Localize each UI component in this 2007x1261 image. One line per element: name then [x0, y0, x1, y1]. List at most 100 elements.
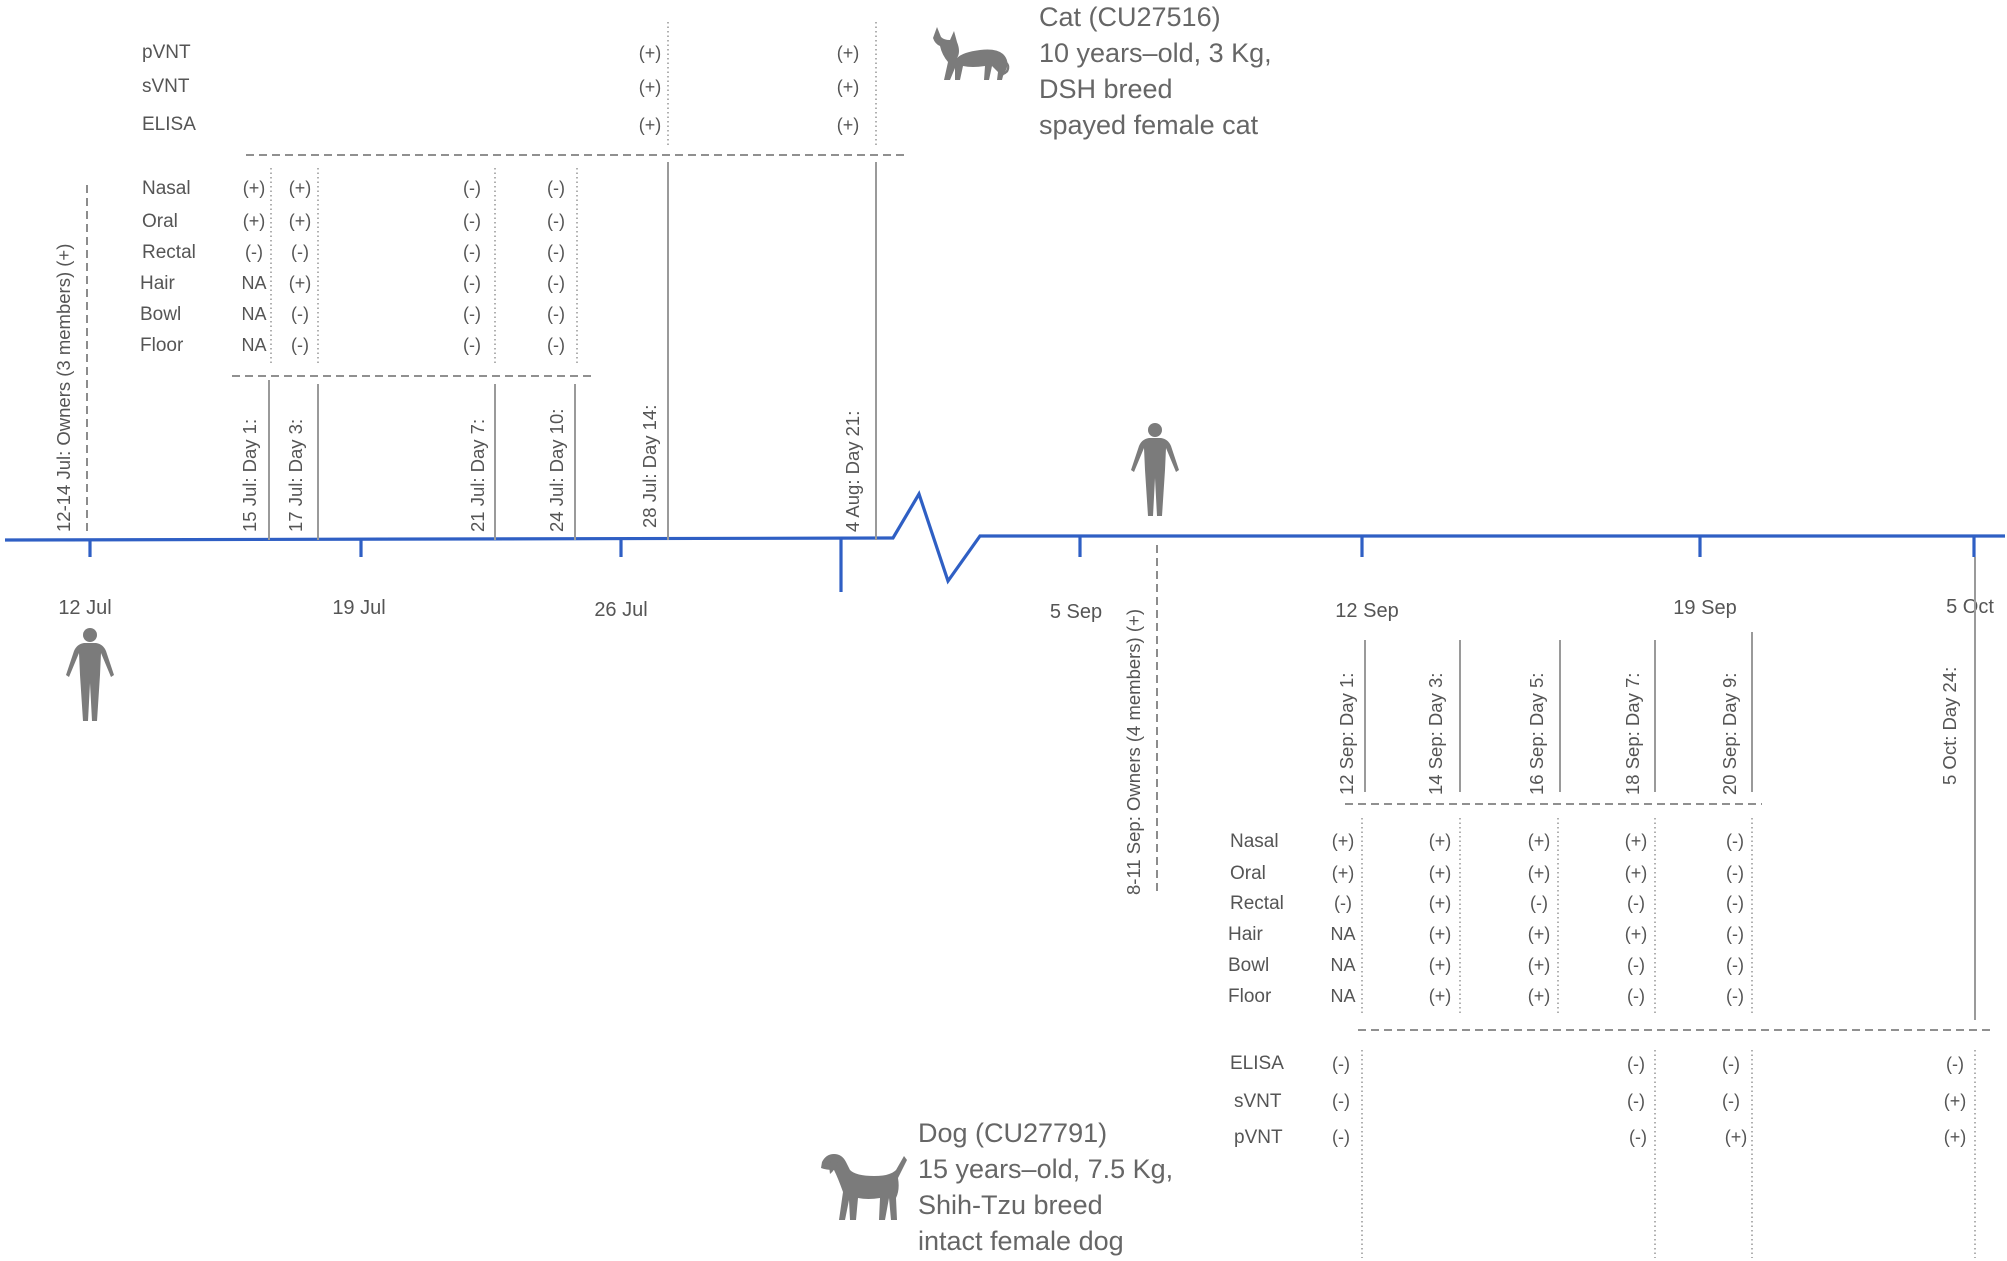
swab-label: Hair [140, 273, 176, 294]
swab-result: (+) [1429, 924, 1452, 944]
serology-label: pVNT [142, 42, 191, 63]
cat-title: Cat (CU27516) [1039, 2, 1221, 32]
serology-result: (+) [1944, 1091, 1967, 1111]
swab-label: Oral [1230, 863, 1266, 884]
cat-swab-block: Nasal Oral Rectal Hair Bowl Floor (+) (+… [140, 168, 592, 377]
swab-label: Rectal [142, 242, 196, 263]
swab-result: NA [1330, 955, 1355, 975]
swab-result: (-) [547, 335, 565, 355]
swab-result: (+) [243, 211, 266, 231]
swab-result: (-) [463, 242, 481, 262]
swab-label: Hair [1228, 924, 1264, 945]
dog-details-line: Shih-Tzu breed [918, 1190, 1103, 1220]
swab-result: (-) [1530, 893, 1548, 913]
day-label: 4 Aug: Day 21: [842, 411, 863, 532]
swab-result: NA [1330, 924, 1355, 944]
serology-result: (+) [639, 77, 662, 97]
human-figure-icon [66, 628, 114, 721]
swab-result: (-) [547, 211, 565, 231]
swab-result: (+) [1332, 831, 1355, 851]
swab-result: (-) [1627, 893, 1645, 913]
dog-swab-block: Nasal Oral Rectal Hair Bowl Floor (+) (+… [1228, 818, 1995, 1031]
swab-result: (-) [245, 242, 263, 262]
axis-tick-label: 26 Jul [594, 599, 647, 621]
swab-result: (-) [547, 178, 565, 198]
dog-section: 8-11 Sep: Owners (4 members) (+) 12 Sep:… [821, 545, 1995, 1258]
serology-label: ELISA [1230, 1053, 1284, 1074]
serology-result: (+) [837, 77, 860, 97]
swab-result: NA [241, 335, 266, 355]
swab-result: (-) [1726, 986, 1744, 1006]
swab-result: NA [241, 304, 266, 324]
serology-result: (-) [1332, 1091, 1350, 1111]
swab-result: (+) [289, 178, 312, 198]
swab-result: (+) [289, 273, 312, 293]
swab-label: Oral [142, 211, 178, 232]
swab-result: (-) [463, 335, 481, 355]
swab-result: (-) [547, 242, 565, 262]
swab-label: Floor [140, 335, 184, 356]
swab-result: NA [241, 273, 266, 293]
swab-result: (-) [1726, 955, 1744, 975]
serology-result: (+) [837, 43, 860, 63]
serology-result: (-) [1627, 1091, 1645, 1111]
swab-result: (-) [291, 335, 309, 355]
swab-label: Bowl [140, 304, 181, 325]
swab-result: (+) [1528, 986, 1551, 1006]
day-label: 24 Jul: Day 10: [546, 409, 567, 532]
serology-label: sVNT [142, 76, 190, 97]
serology-result: (-) [1332, 1054, 1350, 1074]
serology-label: ELISA [142, 114, 196, 135]
serology-result: (+) [639, 115, 662, 135]
swab-result: (-) [463, 178, 481, 198]
day-label: 28 Jul: Day 14: [639, 405, 660, 528]
day-label: 20 Sep: Day 9: [1719, 673, 1740, 795]
serology-result: (-) [1629, 1127, 1647, 1147]
swab-result: (-) [547, 304, 565, 324]
swab-result: (+) [1429, 893, 1452, 913]
swab-label: Floor [1228, 986, 1272, 1007]
owners-event-july: 12-14 Jul: Owners (3 members) (+) [53, 185, 88, 532]
cat-details-line: DSH breed [1039, 74, 1173, 104]
day-label: 15 Jul: Day 1: [239, 419, 260, 532]
serology-result: (-) [1332, 1127, 1350, 1147]
swab-result: (+) [1429, 986, 1452, 1006]
swab-result: (-) [1726, 893, 1744, 913]
dog-details-line: intact female dog [918, 1226, 1124, 1256]
swab-label: Rectal [1230, 893, 1284, 914]
serology-result: (-) [1722, 1091, 1740, 1111]
swab-result: (-) [1726, 831, 1744, 851]
swab-result: (-) [1627, 955, 1645, 975]
human-figure-icon [1131, 423, 1179, 516]
axis-tick-label: 19 Sep [1673, 597, 1736, 619]
swab-result: (-) [291, 242, 309, 262]
dog-details-line: 15 years–old, 7.5 Kg, [918, 1154, 1173, 1184]
axis-tick-label: 12 Sep [1335, 600, 1398, 622]
timeline-axis: 12 Jul 19 Jul 26 Jul 5 Sep 12 Sep 19 Sep… [4, 490, 2005, 623]
swab-result: (+) [1625, 924, 1648, 944]
serology-label: pVNT [1234, 1127, 1283, 1148]
day-label: 18 Sep: Day 7: [1622, 673, 1643, 795]
serology-result: (-) [1627, 1054, 1645, 1074]
swab-result: (+) [1332, 863, 1355, 883]
swab-result: (+) [1528, 831, 1551, 851]
day-label: 16 Sep: Day 5: [1526, 673, 1547, 795]
swab-result: (+) [243, 178, 266, 198]
axis-tick-label: 5 Sep [1050, 601, 1102, 623]
serology-result: (+) [1944, 1127, 1967, 1147]
swab-result: (+) [1429, 863, 1452, 883]
day-label: 14 Sep: Day 3: [1425, 673, 1446, 795]
swab-result: (+) [1528, 955, 1551, 975]
swab-result: (+) [1429, 831, 1452, 851]
swab-result: NA [1330, 986, 1355, 1006]
swab-label: Nasal [142, 178, 191, 199]
axis-tick-label: 12 Jul [58, 597, 111, 619]
serology-result: (+) [837, 115, 860, 135]
axis-tick-label: 19 Jul [332, 597, 385, 619]
swab-label: Nasal [1230, 831, 1279, 852]
day-label: 12 Sep: Day 1: [1336, 673, 1357, 795]
cat-silhouette-icon [933, 27, 1010, 80]
day-label: 5 Oct: Day 24: [1939, 667, 1960, 785]
swab-result: (-) [1334, 893, 1352, 913]
